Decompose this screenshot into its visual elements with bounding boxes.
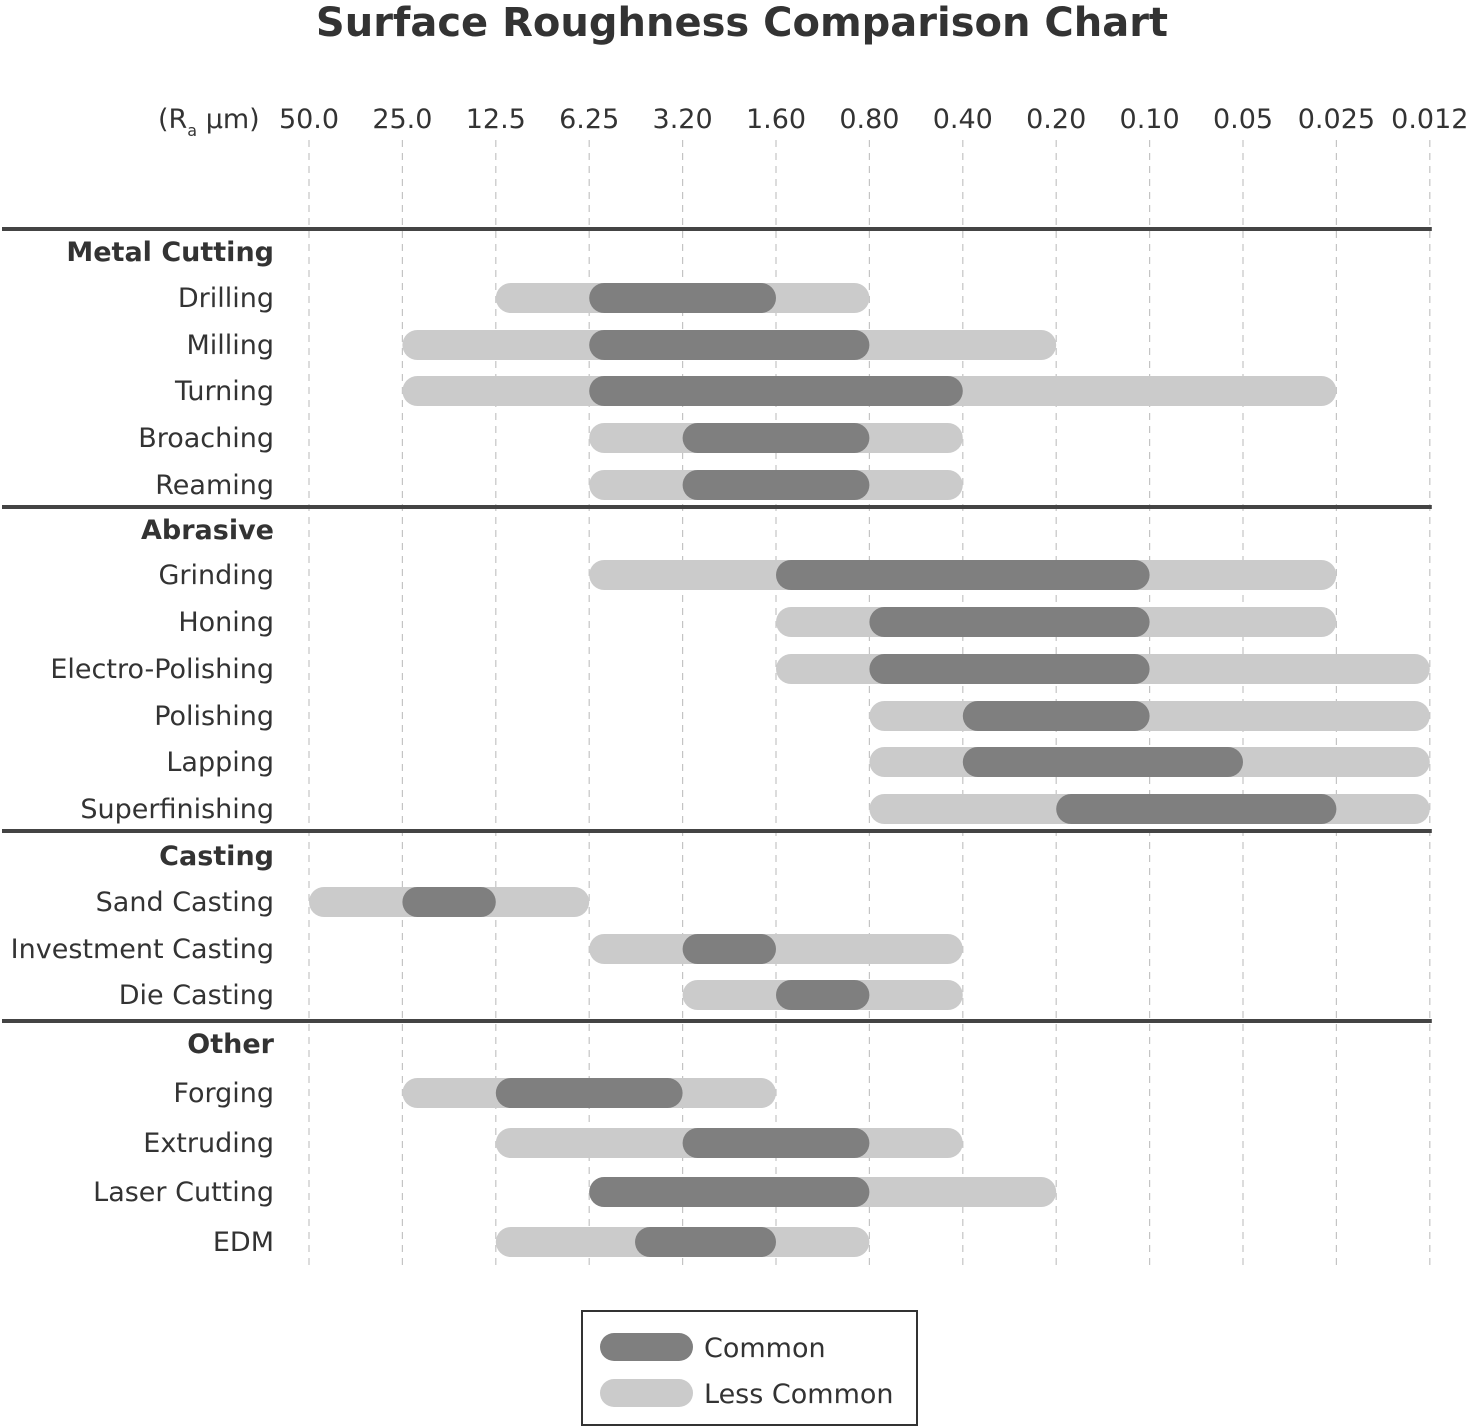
tick-label: 0.40 bbox=[933, 104, 993, 135]
process-label-die-casting: Die Casting bbox=[119, 980, 274, 1011]
bar-common-honing bbox=[869, 607, 1150, 637]
process-label-forging: Forging bbox=[173, 1078, 274, 1109]
bar-common-electro-polishing bbox=[869, 654, 1150, 684]
bar-common-drilling bbox=[589, 283, 776, 313]
tick-label: 0.10 bbox=[1120, 104, 1180, 135]
bars bbox=[309, 283, 1430, 1257]
axis-unit-suffix: μm) bbox=[197, 104, 260, 135]
bar-common-broaching bbox=[682, 423, 870, 453]
row-labels: Metal Cutting Drilling Milling Turning Broac… bbox=[11, 237, 275, 1258]
bar-common-laser-cutting bbox=[589, 1177, 870, 1207]
tick-label: 6.25 bbox=[559, 104, 619, 135]
bar-common-edm bbox=[635, 1227, 776, 1257]
process-label-extruding: Extruding bbox=[143, 1128, 274, 1159]
bar-common-grinding bbox=[776, 560, 1150, 590]
bar-common-extruding bbox=[682, 1128, 870, 1158]
process-label-broaching: Broaching bbox=[138, 423, 274, 454]
bar-common-superfinishing bbox=[1056, 794, 1337, 824]
legend-label-less-common: Less Common bbox=[704, 1379, 894, 1410]
process-label-laser-cutting: Laser Cutting bbox=[93, 1177, 274, 1208]
legend-label-common: Common bbox=[704, 1333, 826, 1364]
process-label-investment-casting: Investment Casting bbox=[11, 934, 274, 965]
process-label-superfinishing: Superfinishing bbox=[80, 794, 274, 825]
bar-common-die-casting bbox=[776, 980, 870, 1010]
tick-label: 12.5 bbox=[466, 104, 526, 135]
legend: Common Less Common bbox=[581, 1310, 918, 1426]
group-separators bbox=[2, 227, 1432, 1023]
process-label-polishing: Polishing bbox=[154, 701, 274, 732]
group-label-metal-cutting: Metal Cutting bbox=[66, 237, 274, 268]
tick-label: 0.05 bbox=[1213, 104, 1273, 135]
tick-label: 0.20 bbox=[1026, 104, 1086, 135]
axis-unit-label: (Ra μm) bbox=[158, 104, 260, 140]
axis-ticks: 50.0 25.0 12.5 6.25 3.20 1.60 0.80 0.40 0.20 0.10… bbox=[279, 104, 1469, 135]
group-label-abrasive: Abrasive bbox=[141, 515, 274, 546]
bar-common-forging bbox=[495, 1078, 683, 1108]
process-label-electro-polishing: Electro-Polishing bbox=[50, 654, 274, 685]
grid-lines bbox=[308, 140, 1431, 1270]
tick-label: 50.0 bbox=[279, 104, 339, 135]
process-label-lapping: Lapping bbox=[166, 747, 274, 778]
legend-swatch-less-common bbox=[600, 1379, 693, 1407]
tick-label: 0.80 bbox=[839, 104, 899, 135]
process-label-edm: EDM bbox=[213, 1227, 274, 1258]
process-label-sand-casting: Sand Casting bbox=[96, 887, 274, 918]
bar-common-reaming bbox=[682, 470, 870, 500]
process-label-turning: Turning bbox=[174, 376, 274, 407]
process-label-drilling: Drilling bbox=[178, 283, 274, 314]
group-label-other: Other bbox=[187, 1029, 274, 1060]
bar-less-common-polishing bbox=[869, 701, 1430, 731]
axis-unit-subscript: a bbox=[187, 121, 197, 140]
bar-common-lapping bbox=[962, 747, 1243, 777]
bar-common-polishing bbox=[962, 701, 1150, 731]
tick-label: 25.0 bbox=[372, 104, 432, 135]
tick-label: 0.012 bbox=[1391, 104, 1468, 135]
process-label-grinding: Grinding bbox=[158, 560, 274, 591]
group-label-casting: Casting bbox=[159, 841, 274, 872]
legend-swatch-common bbox=[600, 1333, 693, 1361]
bar-common-milling bbox=[589, 330, 870, 360]
bar-common-investment-casting bbox=[682, 934, 776, 964]
bar-common-turning bbox=[589, 376, 963, 406]
tick-label: 3.20 bbox=[653, 104, 713, 135]
bar-common-sand-casting bbox=[402, 887, 496, 917]
process-label-milling: Milling bbox=[186, 330, 274, 361]
process-label-reaming: Reaming bbox=[155, 470, 274, 501]
tick-label: 1.60 bbox=[746, 104, 806, 135]
chart-title: Surface Roughness Comparison Chart bbox=[316, 0, 1168, 46]
process-label-honing: Honing bbox=[178, 607, 274, 638]
tick-label: 0.025 bbox=[1298, 104, 1375, 135]
axis-unit-prefix: (R bbox=[158, 104, 187, 135]
